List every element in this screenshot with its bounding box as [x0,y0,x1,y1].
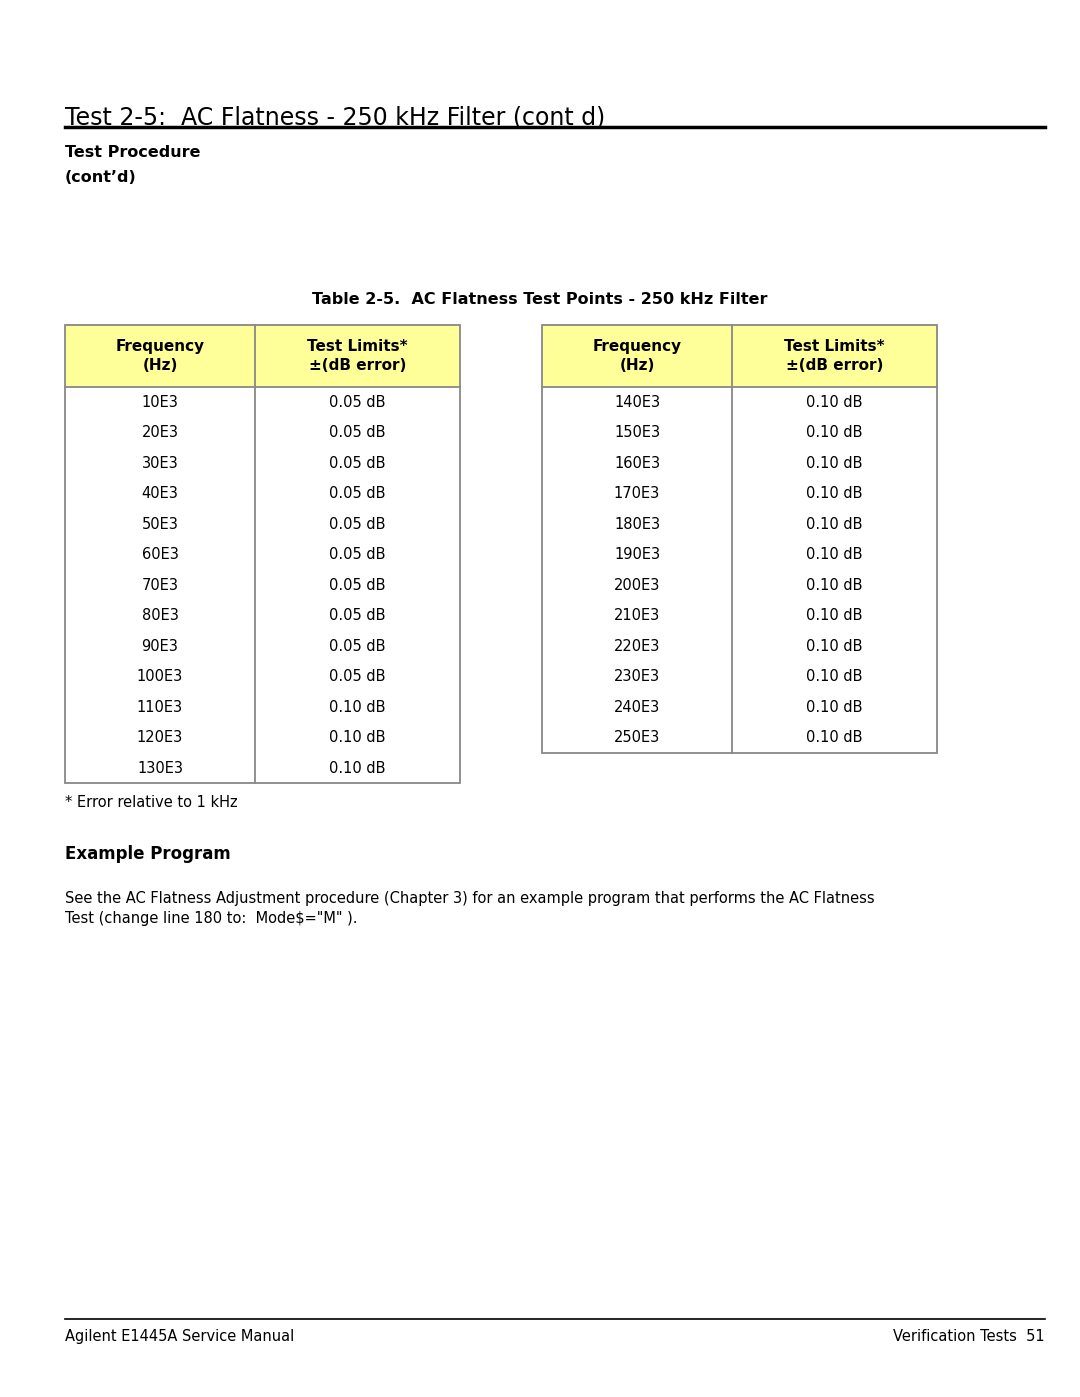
Text: 80E3: 80E3 [141,608,178,623]
Text: 230E3: 230E3 [613,669,660,685]
Text: 250E3: 250E3 [613,731,660,745]
Text: 0.05 dB: 0.05 dB [329,608,386,623]
Text: 170E3: 170E3 [613,486,660,502]
Text: 0.05 dB: 0.05 dB [329,425,386,440]
Text: 160E3: 160E3 [613,455,660,471]
Text: 130E3: 130E3 [137,761,183,775]
Text: 0.10 dB: 0.10 dB [807,638,863,654]
Text: 0.10 dB: 0.10 dB [807,425,863,440]
Text: Test Procedure: Test Procedure [65,145,201,161]
Text: 40E3: 40E3 [141,486,178,502]
Bar [542,387,937,753]
Text: 0.05 dB: 0.05 dB [329,486,386,502]
Text: Frequency
(Hz): Frequency (Hz) [593,339,681,373]
Text: 0.10 dB: 0.10 dB [807,578,863,592]
Text: Example Program: Example Program [65,845,231,863]
Text: Verification Tests  51: Verification Tests 51 [893,1329,1045,1344]
Text: 0.10 dB: 0.10 dB [807,517,863,532]
Bar [542,326,937,387]
Text: 0.10 dB: 0.10 dB [329,700,386,715]
Text: Agilent E1445A Service Manual: Agilent E1445A Service Manual [65,1329,294,1344]
Text: 30E3: 30E3 [141,455,178,471]
Bar [542,326,937,753]
Text: 190E3: 190E3 [613,548,660,562]
Text: (cont’d): (cont’d) [65,170,137,184]
Bar [65,387,460,784]
Text: * Error relative to 1 kHz: * Error relative to 1 kHz [65,795,238,810]
Text: See the AC Flatness Adjustment procedure (Chapter 3) for an example program that: See the AC Flatness Adjustment procedure… [65,890,875,926]
Text: Test Limits*
±(dB error): Test Limits* ±(dB error) [307,339,408,373]
Text: 0.10 dB: 0.10 dB [807,608,863,623]
Text: 0.05 dB: 0.05 dB [329,548,386,562]
Text: Table 2-5.  AC Flatness Test Points - 250 kHz Filter: Table 2-5. AC Flatness Test Points - 250… [312,292,768,307]
Text: 20E3: 20E3 [141,425,178,440]
Text: 0.10 dB: 0.10 dB [807,548,863,562]
Text: 240E3: 240E3 [613,700,660,715]
Text: 220E3: 220E3 [613,638,660,654]
Bar [65,326,460,387]
Text: 0.05 dB: 0.05 dB [329,578,386,592]
Text: 150E3: 150E3 [613,425,660,440]
Text: 0.10 dB: 0.10 dB [807,731,863,745]
Text: 0.10 dB: 0.10 dB [807,455,863,471]
Text: 0.10 dB: 0.10 dB [807,486,863,502]
Bar [65,326,460,784]
Text: 200E3: 200E3 [613,578,660,592]
Text: Test 2-5:  AC Flatness - 250 kHz Filter (cont d): Test 2-5: AC Flatness - 250 kHz Filter (… [65,105,605,129]
Text: 0.05 dB: 0.05 dB [329,455,386,471]
Text: 180E3: 180E3 [613,517,660,532]
Text: 0.05 dB: 0.05 dB [329,638,386,654]
Text: Frequency
(Hz): Frequency (Hz) [116,339,204,373]
Text: 100E3: 100E3 [137,669,184,685]
Text: 0.10 dB: 0.10 dB [329,731,386,745]
Text: 0.05 dB: 0.05 dB [329,395,386,409]
Text: 110E3: 110E3 [137,700,184,715]
Text: Test Limits*
±(dB error): Test Limits* ±(dB error) [784,339,885,373]
Text: 120E3: 120E3 [137,731,184,745]
Text: 0.05 dB: 0.05 dB [329,669,386,685]
Text: 0.10 dB: 0.10 dB [807,395,863,409]
Text: 0.10 dB: 0.10 dB [807,669,863,685]
Text: 0.05 dB: 0.05 dB [329,517,386,532]
Text: 210E3: 210E3 [613,608,660,623]
Text: 90E3: 90E3 [141,638,178,654]
Text: 140E3: 140E3 [613,395,660,409]
Text: 70E3: 70E3 [141,578,178,592]
Text: 0.10 dB: 0.10 dB [329,761,386,775]
Text: 50E3: 50E3 [141,517,178,532]
Text: 0.10 dB: 0.10 dB [807,700,863,715]
Text: 10E3: 10E3 [141,395,178,409]
Text: 60E3: 60E3 [141,548,178,562]
